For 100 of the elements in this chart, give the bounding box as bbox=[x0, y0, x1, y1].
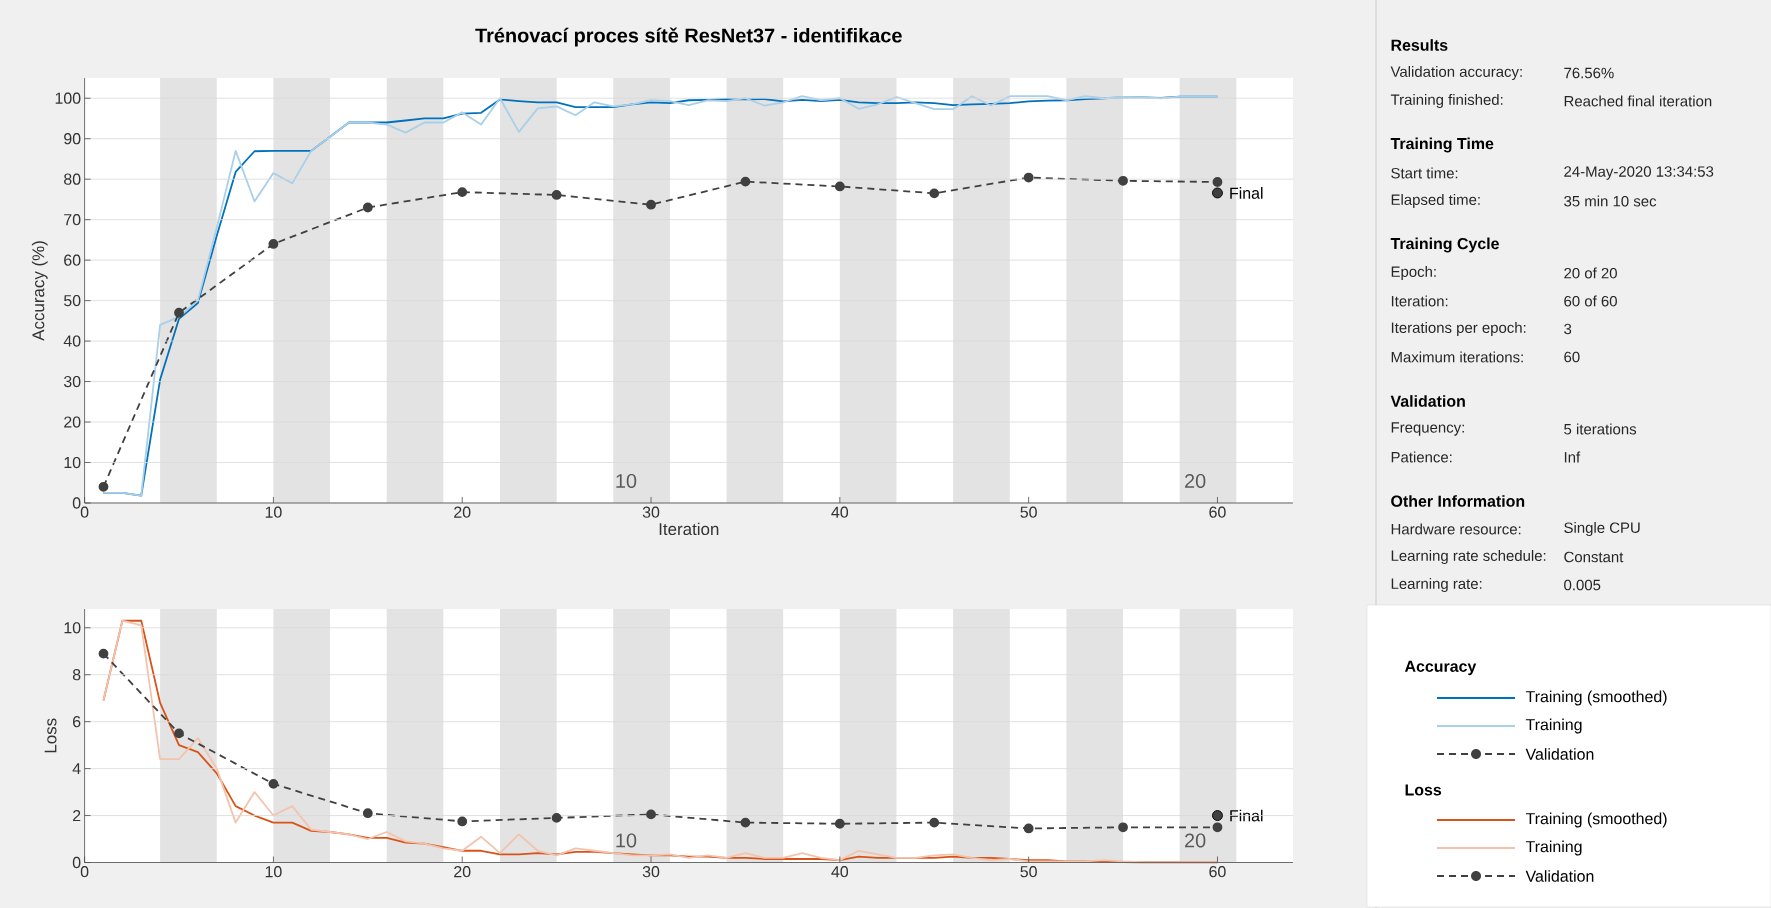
x-tick-label: 30 bbox=[642, 866, 660, 878]
x-tick-label: 40 bbox=[831, 866, 849, 878]
annotation: 10 bbox=[616, 833, 637, 848]
legend-title: Loss bbox=[1405, 784, 1442, 796]
point bbox=[646, 809, 656, 820]
text: Validation accuracy: bbox=[1390, 66, 1522, 80]
text: Results bbox=[1391, 39, 1448, 51]
text: Elapsed time: bbox=[1391, 194, 1480, 208]
x-tick-label: 30 bbox=[642, 506, 660, 518]
y-tick-label: 90 bbox=[64, 133, 81, 145]
legend-label: Validation bbox=[1525, 870, 1594, 882]
y-tick-label: 80 bbox=[64, 173, 81, 185]
series-label: Final bbox=[1230, 809, 1263, 822]
text: Validation bbox=[1390, 395, 1465, 407]
y-tick-label: 10 bbox=[64, 456, 81, 469]
text: Training finished: bbox=[1390, 94, 1503, 108]
point bbox=[929, 188, 940, 199]
point bbox=[268, 239, 279, 249]
y-tick-label: 4 bbox=[72, 763, 81, 775]
y-tick-label: 70 bbox=[64, 214, 81, 226]
x-tick-label: 60 bbox=[1209, 506, 1226, 518]
text: 5 iterations bbox=[1564, 423, 1637, 435]
text: 35 min 10 sec bbox=[1564, 195, 1657, 207]
text: 20 of 20 bbox=[1564, 267, 1617, 279]
annotation: 20 bbox=[1185, 833, 1206, 848]
x-tick-label: 50 bbox=[1020, 866, 1037, 878]
text: 24-May-2020 13:34:53 bbox=[1564, 166, 1714, 180]
point bbox=[1118, 822, 1128, 833]
x-tick-label: 10 bbox=[265, 506, 282, 518]
legend-label: Training (smoothed) bbox=[1525, 690, 1667, 706]
text: Single CPU bbox=[1564, 522, 1640, 536]
text: 60 of 60 bbox=[1564, 295, 1617, 307]
text: Inf bbox=[1564, 451, 1581, 463]
y-tick-label: 6 bbox=[73, 716, 81, 728]
text: Training Cycle bbox=[1390, 237, 1499, 253]
text: Constant bbox=[1564, 551, 1624, 563]
x-tick-label: 50 bbox=[1020, 506, 1037, 518]
x-axis-title: Iteration bbox=[659, 522, 719, 536]
legend-label: Validation bbox=[1525, 748, 1594, 760]
y-tick-label: 30 bbox=[63, 375, 81, 388]
x-tick-label: 20 bbox=[454, 866, 471, 878]
text: Maximum iterations: bbox=[1391, 351, 1523, 363]
y-tick-label: 0 bbox=[72, 856, 81, 869]
y-tick-label: 50 bbox=[63, 294, 81, 307]
point bbox=[551, 813, 562, 823]
text: Patience: bbox=[1391, 451, 1452, 463]
point bbox=[929, 817, 940, 828]
point bbox=[740, 817, 751, 828]
point bbox=[1212, 177, 1223, 187]
x-tick-label: 20 bbox=[454, 506, 471, 518]
point bbox=[457, 816, 468, 827]
point bbox=[646, 199, 656, 210]
x-tick-label: 10 bbox=[265, 866, 282, 878]
y-tick-label: 0 bbox=[72, 497, 81, 509]
y-tick-label: 60 bbox=[64, 254, 81, 266]
x-tick-label: 40 bbox=[831, 506, 849, 518]
point bbox=[362, 808, 373, 819]
point bbox=[1212, 810, 1223, 821]
point bbox=[1023, 823, 1034, 834]
point bbox=[551, 190, 562, 200]
text: Reached final iteration bbox=[1564, 95, 1712, 107]
point bbox=[174, 307, 184, 318]
series-label: Final bbox=[1230, 187, 1263, 199]
y-tick-label: 20 bbox=[64, 416, 81, 428]
point bbox=[362, 202, 373, 213]
text: Frequency: bbox=[1391, 422, 1464, 436]
point bbox=[1212, 822, 1223, 833]
text: 3 bbox=[1564, 323, 1572, 335]
text: Start time: bbox=[1391, 167, 1458, 179]
legend-label: Training (smoothed) bbox=[1525, 812, 1667, 828]
y-tick-label: 2 bbox=[73, 809, 81, 822]
text: Hardware resource: bbox=[1391, 523, 1521, 535]
point bbox=[268, 778, 279, 789]
point bbox=[1023, 172, 1034, 183]
y-axis-title: Accuracy (%) bbox=[31, 241, 48, 341]
annotation: 10 bbox=[616, 473, 637, 489]
text: Epoch: bbox=[1391, 266, 1436, 280]
point bbox=[834, 818, 845, 829]
x-tick-label: 60 bbox=[1209, 866, 1226, 878]
y-tick-label: 100 bbox=[55, 92, 81, 104]
y-tick-label: 10 bbox=[64, 622, 81, 634]
chart-title: Trénovací proces sítě ResNet37 - identifikace bbox=[475, 27, 902, 47]
text: Other Information bbox=[1391, 495, 1525, 507]
text: 0.005 bbox=[1564, 579, 1601, 591]
legend-title: Accuracy bbox=[1404, 660, 1477, 676]
text: Iteration: bbox=[1391, 295, 1448, 307]
point bbox=[457, 187, 468, 198]
point bbox=[740, 176, 751, 187]
text: 60 bbox=[1564, 351, 1580, 363]
text: Learning rate: bbox=[1391, 578, 1482, 592]
text: Iterations per epoch: bbox=[1391, 322, 1526, 336]
point bbox=[174, 728, 184, 739]
point bbox=[834, 181, 845, 192]
point bbox=[98, 481, 109, 492]
y-tick-label: 40 bbox=[63, 335, 81, 347]
legend-label: Training bbox=[1525, 840, 1582, 856]
legend-label: Training bbox=[1525, 718, 1582, 734]
text: Learning rate schedule: bbox=[1391, 550, 1546, 564]
y-tick-label: 8 bbox=[72, 669, 81, 681]
point bbox=[1118, 175, 1128, 186]
